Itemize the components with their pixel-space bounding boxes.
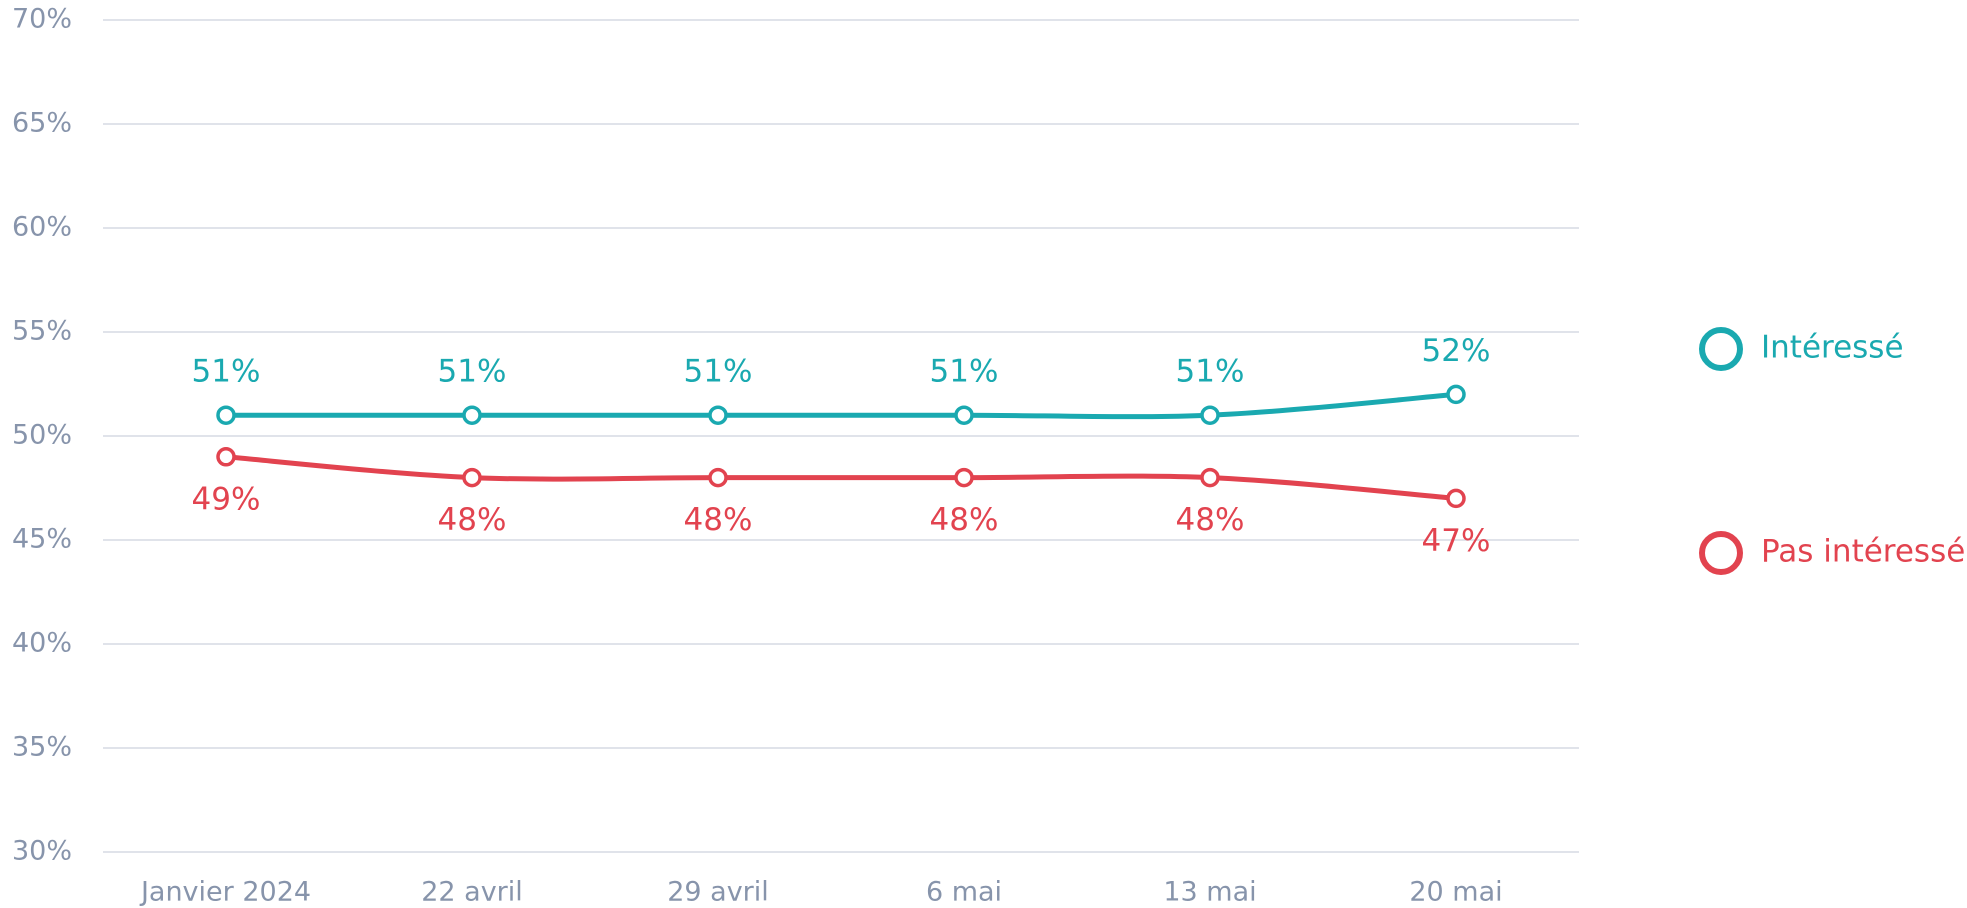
data-label: 52% xyxy=(1422,333,1491,369)
data-label: 51% xyxy=(684,354,753,390)
point xyxy=(1446,384,1466,405)
data-label: 49% xyxy=(192,481,261,517)
point xyxy=(216,405,236,425)
point xyxy=(954,405,974,425)
data-label: 48% xyxy=(1176,502,1245,538)
x-tick-label: 29 avril xyxy=(667,877,769,908)
x-tick-label: Janvier 2024 xyxy=(139,877,311,908)
point xyxy=(1200,405,1220,425)
data-label: 48% xyxy=(684,502,753,538)
data-label: 51% xyxy=(192,354,261,390)
data-label: 51% xyxy=(1176,354,1245,390)
y-tick-label: 70% xyxy=(12,4,72,35)
y-tick-label: 50% xyxy=(12,420,72,451)
data-label: 48% xyxy=(930,502,999,538)
point xyxy=(462,467,482,488)
y-tick-label: 45% xyxy=(12,524,72,555)
data-label: 51% xyxy=(438,354,507,390)
point xyxy=(1200,467,1220,488)
data-label: 47% xyxy=(1422,523,1491,559)
legend-label: Intéressé xyxy=(1761,330,1904,366)
data-label: 51% xyxy=(930,354,999,390)
point xyxy=(954,467,974,488)
x-tick-label: 6 mai xyxy=(926,877,1002,908)
point xyxy=(462,405,482,425)
x-tick-label: 20 mai xyxy=(1409,877,1502,908)
point xyxy=(708,405,728,425)
y-tick-label: 35% xyxy=(12,732,72,763)
x-tick-label: 13 mai xyxy=(1163,877,1256,908)
point xyxy=(708,467,728,488)
y-tick-label: 60% xyxy=(12,212,72,243)
legend-marker xyxy=(1699,531,1743,575)
point xyxy=(216,447,236,467)
x-tick-label: 22 avril xyxy=(421,877,523,908)
legend-marker xyxy=(1699,327,1743,371)
data-label: 48% xyxy=(438,502,507,538)
legend-label: Pas intéressé xyxy=(1761,534,1965,570)
series-line xyxy=(225,391,1457,420)
series-line xyxy=(225,454,1457,501)
point xyxy=(1446,488,1466,509)
y-tick-label: 65% xyxy=(12,108,72,139)
y-tick-label: 30% xyxy=(12,836,72,867)
y-tick-label: 55% xyxy=(12,316,72,347)
y-tick-label: 40% xyxy=(12,628,72,659)
